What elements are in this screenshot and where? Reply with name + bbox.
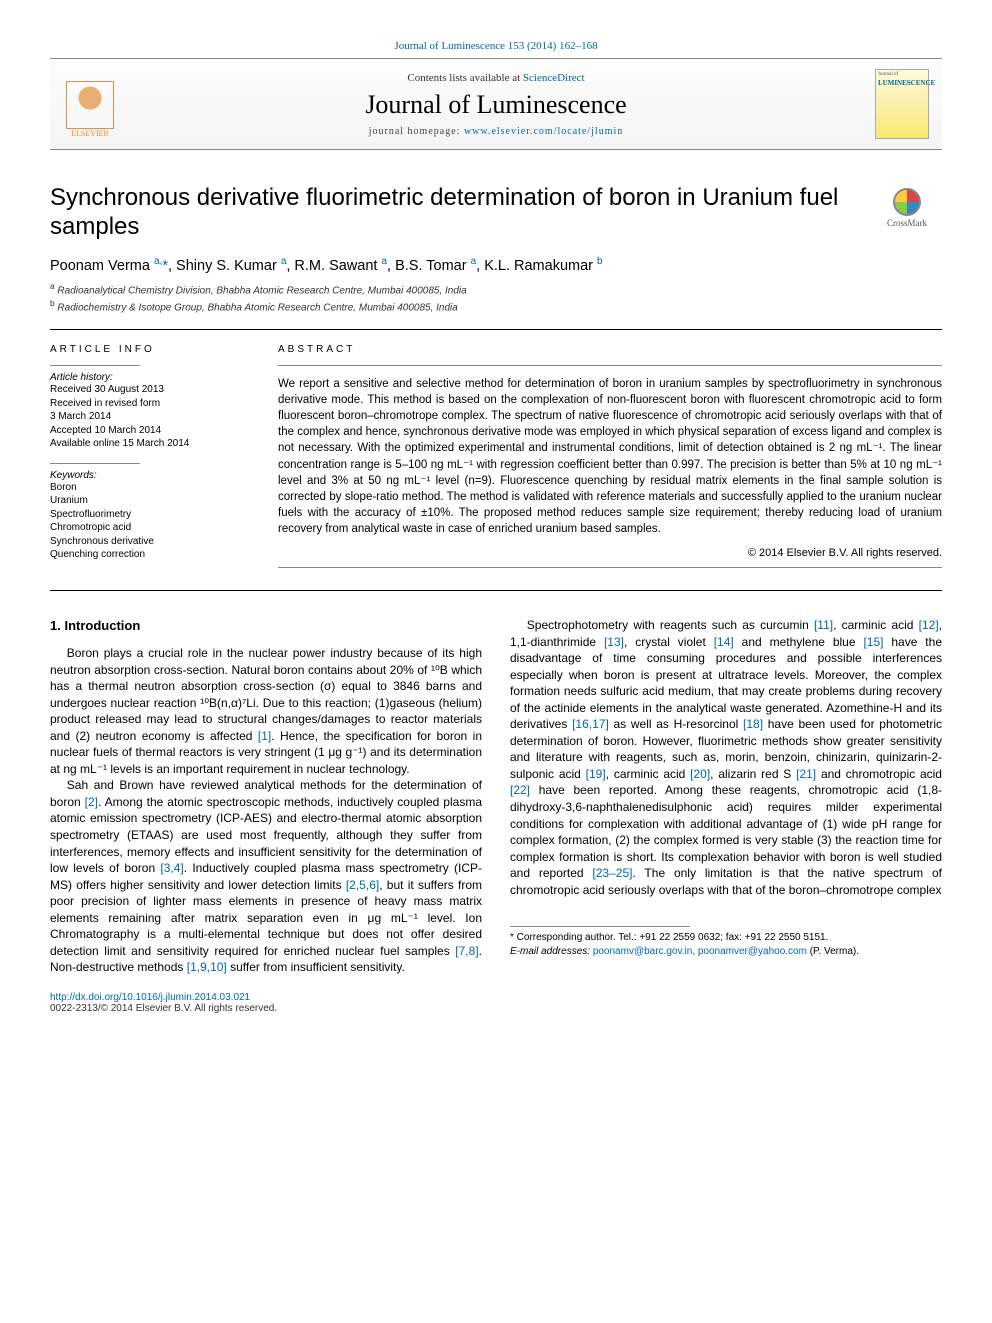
doi-link[interactable]: http://dx.doi.org/10.1016/j.jlumin.2014.… [50, 992, 250, 1003]
keyword: Boron [50, 481, 250, 495]
issn-copyright: 0022-2313/© 2014 Elsevier B.V. All right… [50, 1003, 277, 1014]
affiliations: a Radioanalytical Chemistry Division, Bh… [50, 281, 942, 315]
abstract-header: ABSTRACT [278, 344, 942, 355]
footnote-rule [510, 926, 690, 927]
keyword: Uranium [50, 494, 250, 508]
divider [278, 567, 942, 568]
cover-title: LUMINESCENCE [878, 79, 926, 87]
divider [50, 590, 942, 591]
email-label: E-mail addresses: [510, 946, 593, 957]
divider [50, 463, 140, 464]
elsevier-tree-icon [66, 81, 114, 129]
crossmark-label: CrossMark [887, 218, 927, 228]
history-label: Article history: [50, 372, 250, 383]
email-line: E-mail addresses: poonamv@barc.gov.in, p… [510, 945, 942, 959]
section-heading: 1. Introduction [50, 617, 482, 635]
keywords-label: Keywords: [50, 470, 250, 481]
elsevier-logo: ELSEVIER [60, 70, 120, 138]
body-paragraph: Spectrophotometry with reagents such as … [510, 617, 942, 898]
email-link[interactable]: poonamv@barc.gov.in, poonamver@yahoo.com [593, 946, 807, 957]
history-line: 3 March 2014 [50, 410, 250, 424]
crossmark-badge[interactable]: CrossMark [872, 188, 942, 228]
journal-banner: ELSEVIER Contents lists available at Sci… [50, 58, 942, 150]
article-info-column: ARTICLE INFO Article history: Received 3… [50, 344, 250, 568]
homepage-link[interactable]: www.elsevier.com/locate/jlumin [464, 126, 623, 137]
article-info-header: ARTICLE INFO [50, 344, 250, 355]
homepage-line: journal homepage: www.elsevier.com/locat… [130, 126, 862, 137]
keyword: Spectrofluorimetry [50, 508, 250, 522]
email-person: (P. Verma). [807, 946, 859, 957]
divider [50, 365, 140, 366]
citation-link[interactable]: Journal of Luminescence 153 (2014) 162–1… [50, 40, 942, 52]
divider [50, 329, 942, 330]
body-paragraph: Sah and Brown have reviewed analytical m… [50, 777, 482, 976]
paper-title: Synchronous derivative fluorimetric dete… [50, 184, 856, 242]
history-line: Accepted 10 March 2014 [50, 424, 250, 438]
abstract-text: We report a sensitive and selective meth… [278, 376, 942, 537]
abstract-column: ABSTRACT We report a sensitive and selec… [278, 344, 942, 568]
body-paragraph: Boron plays a crucial role in the nuclea… [50, 645, 482, 777]
history-line: Available online 15 March 2014 [50, 437, 250, 451]
footer-meta: http://dx.doi.org/10.1016/j.jlumin.2014.… [50, 992, 942, 1014]
contents-line: Contents lists available at ScienceDirec… [130, 72, 862, 84]
affiliation: b Radiochemistry & Isotope Group, Bhabha… [50, 298, 942, 315]
journal-title: Journal of Luminescence [130, 90, 862, 120]
journal-cover-thumbnail: Journal of LUMINESCENCE [875, 69, 929, 139]
keyword: Synchronous derivative [50, 535, 250, 549]
contents-prefix: Contents lists available at [407, 72, 522, 84]
history-line: Received in revised form [50, 397, 250, 411]
abstract-copyright: © 2014 Elsevier B.V. All rights reserved… [278, 547, 942, 559]
footnotes: * Corresponding author. Tel.: +91 22 255… [510, 931, 942, 958]
homepage-prefix: journal homepage: [369, 126, 464, 137]
sciencedirect-link[interactable]: ScienceDirect [523, 72, 585, 84]
divider [278, 365, 942, 366]
body-text: 1. Introduction Boron plays a crucial ro… [50, 617, 942, 976]
publisher-name: ELSEVIER [71, 129, 109, 138]
history-line: Received 30 August 2013 [50, 383, 250, 397]
affiliation: a Radioanalytical Chemistry Division, Bh… [50, 281, 942, 298]
cover-header: Journal of [878, 72, 926, 77]
crossmark-icon [893, 188, 921, 216]
authors-line: Poonam Verma a,*, Shiny S. Kumar a, R.M.… [50, 256, 942, 274]
keyword: Quenching correction [50, 548, 250, 562]
keyword: Chromotropic acid [50, 521, 250, 535]
corresponding-author: * Corresponding author. Tel.: +91 22 255… [510, 931, 942, 945]
